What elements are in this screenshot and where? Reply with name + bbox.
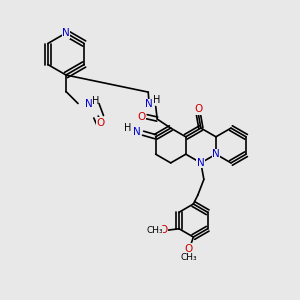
Text: CH₃: CH₃ [181,254,197,262]
Text: N: N [145,99,153,109]
Text: O: O [96,118,105,128]
Text: O: O [159,225,168,235]
Text: H: H [92,96,100,106]
Text: O: O [194,104,202,114]
Text: CH₃: CH₃ [146,226,163,235]
Text: N: N [62,28,70,38]
Text: O: O [185,244,193,254]
Text: H: H [124,123,132,133]
Text: N: N [133,127,140,137]
Text: O: O [137,112,146,122]
Text: N: N [85,98,92,109]
Text: N: N [212,149,220,159]
Text: N: N [197,158,205,168]
Text: H: H [153,95,160,106]
